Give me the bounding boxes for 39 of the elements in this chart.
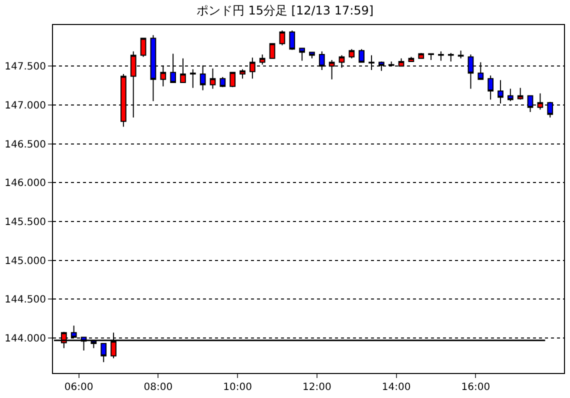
candlestick bbox=[309, 52, 315, 59]
candlestick bbox=[428, 53, 434, 60]
candlestick bbox=[507, 88, 514, 102]
y-tick-label: 147.000 bbox=[4, 100, 46, 112]
y-tick-label: 147.500 bbox=[4, 62, 46, 73]
candlestick bbox=[299, 48, 305, 62]
x-tick-label: 10:00 bbox=[223, 382, 252, 393]
candlestick bbox=[140, 38, 146, 58]
candlestick bbox=[458, 50, 464, 59]
candlestick bbox=[230, 72, 236, 88]
y-tick-label: 144.500 bbox=[4, 294, 46, 306]
x-tick-label: 16:00 bbox=[461, 382, 490, 393]
candlestick bbox=[438, 50, 444, 62]
x-tick-label: 14:00 bbox=[382, 382, 411, 393]
candlestick bbox=[190, 68, 196, 88]
candlestick bbox=[517, 87, 524, 100]
candlestick bbox=[488, 74, 494, 100]
candlestick bbox=[289, 30, 296, 50]
candlestick bbox=[210, 68, 216, 90]
candlestick bbox=[100, 342, 107, 363]
candlestick bbox=[279, 30, 286, 46]
candlestick bbox=[448, 52, 454, 62]
x-tick-label: 12:00 bbox=[302, 382, 332, 393]
y-tick-label: 145.000 bbox=[4, 256, 46, 267]
candlestick bbox=[220, 76, 226, 88]
candlestick bbox=[348, 48, 355, 59]
y-tick-label: 146.500 bbox=[4, 139, 46, 150]
x-tick-label: 08:00 bbox=[144, 382, 173, 393]
x-tick-label: 06:00 bbox=[64, 382, 94, 393]
candlestick bbox=[259, 54, 266, 66]
y-tick-label: 144.000 bbox=[4, 334, 46, 345]
chart-title: ポンド円 15分足 [12/13 17:59] bbox=[196, 3, 374, 18]
candlestick bbox=[269, 43, 276, 59]
candlestick bbox=[240, 68, 246, 80]
candlestick bbox=[358, 48, 365, 63]
candlestick bbox=[498, 80, 504, 104]
y-tick-label: 146.000 bbox=[4, 178, 46, 190]
y-tick-label: 145.500 bbox=[4, 217, 46, 228]
candlestick bbox=[418, 52, 424, 59]
